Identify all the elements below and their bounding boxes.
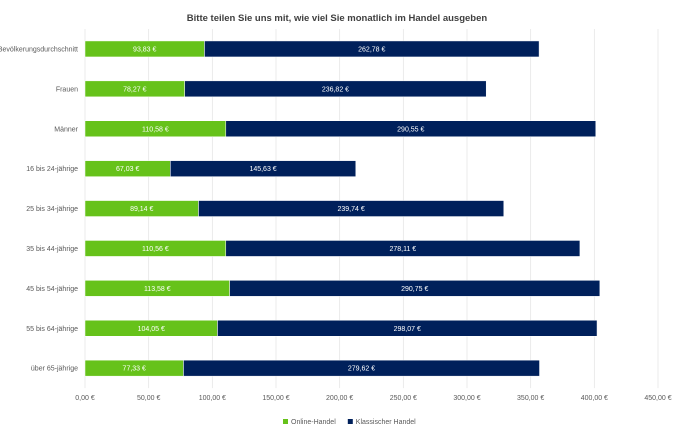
- data-label: 93,83 €: [133, 46, 156, 53]
- x-tick-label: 0,00 €: [75, 395, 95, 402]
- category-label: über 65-jährige: [31, 366, 78, 373]
- category-label: Frauen: [56, 86, 78, 93]
- bar-segment: [184, 80, 487, 98]
- data-label: 262,78 €: [358, 46, 385, 53]
- data-label: 239,74 €: [338, 206, 365, 213]
- category-label: 35 bis 44-jährige: [26, 246, 78, 253]
- bar-segment: [229, 280, 601, 297]
- data-label: 110,58 €: [142, 126, 169, 133]
- bar-segment: [198, 200, 505, 217]
- legend-label: Klassischer Handel: [356, 419, 416, 426]
- data-label: 113,58 €: [144, 286, 171, 293]
- legend-swatch: [283, 419, 288, 424]
- bar-segment: [225, 240, 581, 257]
- x-tick-label: 300,00 €: [453, 395, 480, 402]
- x-tick-label: 350,00 €: [517, 395, 544, 402]
- category-label: Männer: [54, 126, 78, 133]
- category-label: 25 bis 34-jährige: [26, 206, 78, 213]
- legend-swatch: [347, 419, 353, 424]
- data-label: 278,11 €: [389, 246, 416, 253]
- x-tick-label: 250,00 €: [390, 395, 417, 402]
- bar-segment: [170, 160, 357, 177]
- data-label: 67,03 €: [116, 166, 139, 173]
- bar-segment: [204, 40, 540, 58]
- bar-segment: [183, 359, 540, 377]
- chart-title: Bitte teilen Sie uns mit, wie viel Sie m…: [187, 13, 488, 24]
- data-label: 290,75 €: [401, 286, 428, 293]
- category-label: Bevölkerungsdurchschnitt: [0, 46, 78, 53]
- bar-segment: [225, 120, 597, 137]
- data-label: 78,27 €: [123, 86, 146, 93]
- data-label: 279,62 €: [348, 366, 375, 373]
- data-label: 298,07 €: [394, 326, 421, 333]
- x-tick-label: 100,00 €: [199, 395, 226, 402]
- data-label: 236,82 €: [322, 86, 349, 93]
- x-tick-label: 50,00 €: [137, 395, 160, 402]
- data-label: 145,63 €: [249, 166, 276, 173]
- legend-label: Online-Handel: [291, 419, 336, 426]
- x-tick-label: 200,00 €: [326, 395, 353, 402]
- category-label: 55 bis 64-jährige: [26, 326, 78, 333]
- data-label: 77,33 €: [123, 366, 146, 373]
- data-label: 290,55 €: [397, 126, 424, 133]
- data-label: 104,05 €: [138, 326, 165, 333]
- category-label: 45 bis 54-jährige: [26, 286, 78, 293]
- x-tick-label: 150,00 €: [262, 395, 289, 402]
- x-tick-label: 450,00 €: [644, 395, 671, 402]
- bar-segment: [217, 320, 598, 337]
- x-tick-label: 400,00 €: [581, 395, 608, 402]
- category-label: 16 bis 24-jährige: [26, 166, 78, 173]
- data-label: 89,14 €: [130, 206, 153, 213]
- data-label: 110,56 €: [142, 246, 169, 253]
